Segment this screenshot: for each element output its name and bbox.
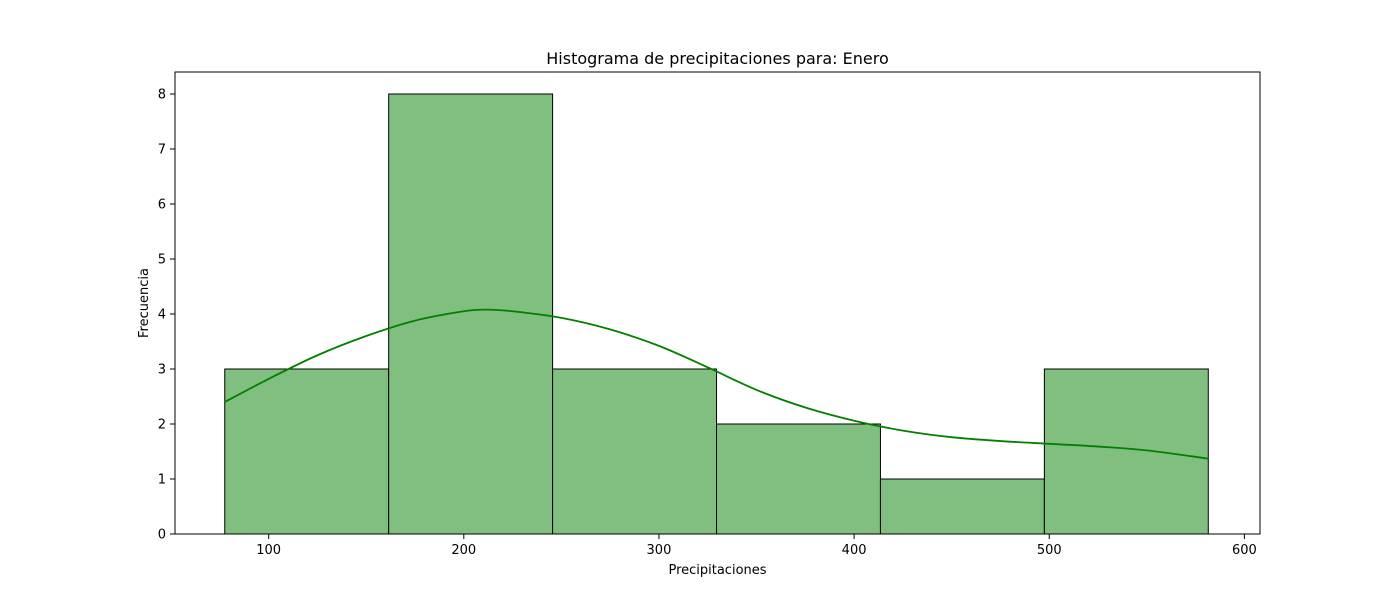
plot-frame: [174, 71, 1261, 535]
histogram-bar-6: [1043, 368, 1209, 535]
kde-curve: [224, 308, 1209, 460]
x-tick-label: 500: [1037, 543, 1062, 558]
y-tick-label: 5: [158, 253, 166, 268]
y-tick-label: 3: [158, 363, 166, 378]
y-tick-label: 0: [158, 528, 166, 543]
x-tick-label: 300: [647, 543, 672, 558]
y-tick-label: 7: [158, 143, 166, 158]
histogram-bar-1: [224, 368, 390, 535]
x-axis-title: Precipitaciones: [668, 563, 766, 578]
chart-title: Histograma de precipitaciones para: Ener…: [546, 49, 889, 68]
histogram-bar-5: [879, 478, 1045, 535]
kde-curve-group: [224, 308, 1209, 460]
x-tick-label: 400: [842, 543, 867, 558]
x-tick-label: 200: [451, 543, 476, 558]
y-tick-label: 1: [158, 473, 166, 488]
y-axis-title: Frecuencia: [137, 268, 152, 338]
x-tick-label: 100: [256, 543, 281, 558]
histogram-bars: [224, 93, 1209, 535]
x-tick-label: 600: [1232, 543, 1257, 558]
y-tick-label: 2: [158, 418, 166, 433]
x-axis-ticks: 100 200 300 400 500 600: [256, 534, 1257, 558]
histogram-bar-4: [716, 423, 881, 535]
y-tick-label: 8: [158, 88, 166, 103]
y-axis-ticks: 0 1 2 3 4 5 6 7 8: [158, 88, 175, 543]
histogram-bar-2: [388, 93, 554, 535]
y-tick-label: 6: [158, 198, 166, 213]
y-tick-label: 4: [158, 308, 166, 323]
histogram-bar-3: [552, 368, 718, 535]
